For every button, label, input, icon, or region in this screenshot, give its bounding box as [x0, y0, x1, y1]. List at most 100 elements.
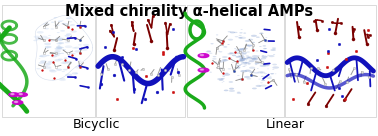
Circle shape	[247, 64, 250, 65]
Circle shape	[12, 101, 23, 104]
Circle shape	[17, 93, 27, 96]
Circle shape	[78, 44, 82, 46]
Circle shape	[222, 75, 225, 77]
Circle shape	[225, 59, 226, 60]
Circle shape	[235, 67, 240, 69]
Circle shape	[219, 60, 226, 63]
Circle shape	[58, 42, 64, 44]
Circle shape	[72, 47, 77, 49]
Circle shape	[264, 48, 267, 49]
Circle shape	[70, 24, 75, 26]
Circle shape	[256, 85, 262, 87]
Circle shape	[259, 59, 262, 61]
Circle shape	[55, 37, 62, 40]
Circle shape	[69, 38, 73, 39]
Circle shape	[234, 61, 236, 62]
Circle shape	[43, 23, 50, 25]
Circle shape	[245, 62, 250, 64]
Circle shape	[241, 58, 244, 60]
Circle shape	[19, 94, 22, 95]
Circle shape	[239, 48, 245, 50]
Circle shape	[65, 61, 72, 63]
Circle shape	[75, 73, 77, 74]
Circle shape	[251, 35, 257, 37]
Circle shape	[263, 63, 270, 66]
Circle shape	[36, 37, 43, 40]
Circle shape	[62, 61, 67, 62]
Circle shape	[260, 71, 265, 74]
Circle shape	[251, 58, 256, 60]
Circle shape	[242, 66, 245, 67]
Circle shape	[228, 44, 230, 45]
Circle shape	[222, 59, 227, 61]
Circle shape	[257, 68, 259, 69]
Circle shape	[239, 56, 245, 58]
Circle shape	[74, 47, 80, 49]
Circle shape	[262, 62, 265, 63]
Circle shape	[40, 55, 47, 57]
Circle shape	[249, 67, 255, 69]
Circle shape	[229, 58, 232, 59]
Circle shape	[220, 42, 222, 43]
Circle shape	[234, 32, 237, 33]
Circle shape	[33, 40, 37, 41]
Circle shape	[57, 47, 60, 48]
Circle shape	[248, 56, 252, 58]
Circle shape	[249, 71, 254, 73]
Circle shape	[246, 60, 247, 61]
Circle shape	[224, 90, 228, 91]
Circle shape	[69, 56, 71, 57]
Circle shape	[245, 55, 249, 57]
Circle shape	[228, 39, 233, 41]
Circle shape	[265, 63, 268, 64]
Circle shape	[238, 51, 244, 54]
Circle shape	[50, 70, 57, 72]
Circle shape	[229, 52, 234, 54]
Circle shape	[51, 55, 57, 57]
Circle shape	[232, 55, 236, 56]
Circle shape	[59, 48, 62, 49]
Circle shape	[56, 53, 60, 54]
Circle shape	[45, 46, 51, 48]
Circle shape	[261, 57, 266, 59]
Bar	[2, 5, 94, 117]
Circle shape	[46, 55, 50, 56]
Circle shape	[240, 70, 247, 72]
Circle shape	[269, 76, 271, 77]
Circle shape	[237, 53, 240, 54]
Circle shape	[71, 38, 74, 39]
Circle shape	[57, 50, 61, 52]
Circle shape	[62, 49, 66, 50]
Circle shape	[246, 57, 250, 58]
Circle shape	[218, 68, 223, 69]
Bar	[187, 5, 284, 117]
Circle shape	[59, 39, 62, 41]
Circle shape	[56, 38, 61, 39]
Circle shape	[61, 49, 63, 50]
Circle shape	[262, 56, 268, 58]
Circle shape	[62, 71, 65, 72]
Circle shape	[48, 35, 51, 36]
Circle shape	[265, 37, 267, 38]
Circle shape	[257, 71, 263, 73]
Circle shape	[260, 82, 263, 83]
Circle shape	[60, 62, 66, 64]
Circle shape	[62, 62, 69, 64]
Circle shape	[240, 79, 243, 80]
Circle shape	[72, 55, 74, 56]
Circle shape	[239, 58, 243, 60]
Circle shape	[44, 43, 51, 45]
Circle shape	[235, 36, 239, 37]
Circle shape	[58, 47, 62, 49]
Circle shape	[222, 82, 223, 83]
Circle shape	[272, 64, 277, 65]
Circle shape	[263, 77, 266, 78]
Circle shape	[44, 63, 51, 66]
Text: Bicyclic: Bicyclic	[73, 118, 120, 131]
Circle shape	[252, 88, 257, 89]
Circle shape	[241, 58, 245, 59]
Circle shape	[57, 47, 62, 49]
Circle shape	[218, 51, 220, 52]
Circle shape	[263, 45, 266, 47]
Circle shape	[54, 50, 60, 53]
